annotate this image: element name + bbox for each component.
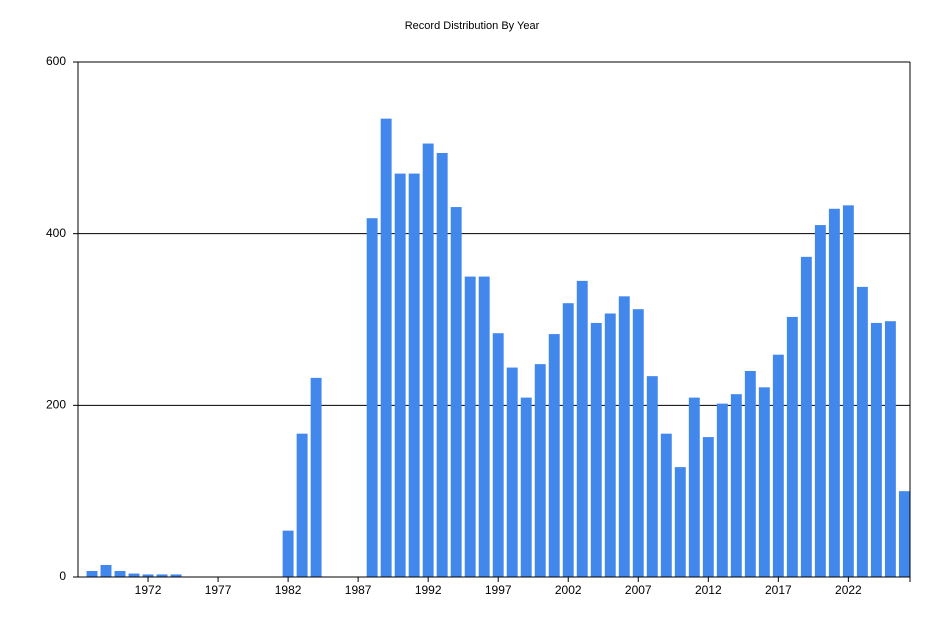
x-tick-label: 2007 [625,583,652,597]
bar [772,354,784,577]
x-tick-label: 2017 [765,583,792,597]
bar [576,280,588,577]
bar [786,316,798,577]
bar [86,570,98,577]
y-tick-label: 0 [59,569,66,583]
bar [828,208,840,577]
chart-title: Record Distribution By Year [405,20,540,32]
bar [884,321,896,577]
bar [114,570,126,577]
bar [702,437,714,577]
bar [142,574,154,577]
bar [170,574,182,577]
bar [520,397,532,577]
bar [562,303,574,577]
bar [632,309,644,577]
bar [128,573,140,577]
bar [366,218,378,577]
bar [422,143,434,577]
bar [716,403,728,577]
bar [506,367,518,577]
bar [296,433,308,577]
bar [408,173,420,578]
bar [492,333,504,577]
bar [660,433,672,577]
bar [744,371,756,577]
bar [730,394,742,577]
bar [380,118,392,578]
y-tick-label: 200 [46,398,66,412]
x-tick-label: 1992 [415,583,442,597]
bar [464,276,476,577]
x-tick-label: 1987 [345,583,372,597]
bar [618,296,630,577]
x-tick-label: 1982 [275,583,302,597]
bar [758,387,770,577]
bar [394,173,406,578]
x-tick-label: 1997 [485,583,512,597]
bar [842,205,854,577]
bar [478,276,490,577]
bar [450,207,462,577]
bar [590,322,602,577]
x-tick-label: 1977 [205,583,232,597]
bar [800,256,812,577]
y-tick-label: 400 [46,226,66,240]
x-tick-label: 2012 [695,583,722,597]
x-tick-label: 2022 [835,583,862,597]
bar [310,377,322,577]
x-tick-label: 1972 [135,583,162,597]
bar [436,152,448,577]
bar [870,322,882,577]
bar [534,364,546,577]
bar [674,467,686,577]
bar [604,313,616,577]
bar [856,286,868,577]
bar [688,397,700,577]
x-tick-label: 2002 [555,583,582,597]
bar [898,491,910,577]
bar [100,564,112,577]
bar [548,334,560,577]
bar [814,225,826,578]
y-tick-label: 600 [46,54,66,68]
bar [282,530,294,577]
bar [646,376,658,577]
bar [156,574,168,577]
